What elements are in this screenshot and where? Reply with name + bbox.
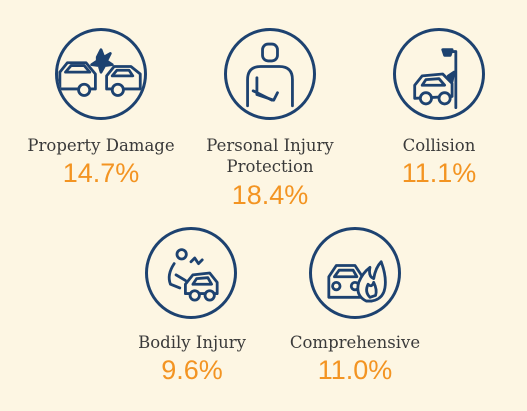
value-property-damage: 14.7% [62,158,140,188]
car-pole-collision-icon [393,28,485,120]
injured-person-icon [224,28,316,120]
item-collision: Collision 11.1% [364,0,514,200]
item-personal-injury-protection: Personal Injury Protection 18.4% [190,0,350,220]
value-bodily-injury: 9.6% [161,355,223,385]
item-property-damage: Property Damage 14.7% [20,0,182,200]
value-comprehensive: 11.0% [317,355,393,385]
label-bodily-injury: Bodily Injury [138,333,246,352]
label-property-damage: Property Damage [27,136,175,155]
label-comprehensive: Comprehensive [289,333,421,352]
value-collision: 11.1% [401,158,477,188]
item-comprehensive: Comprehensive 11.0% [280,200,430,400]
value-personal-injury-protection: 18.4% [231,180,309,210]
injured-driver-icon [145,227,237,319]
car-fire-icon [309,227,401,319]
label-collision: Collision [402,136,476,155]
car-crash-icon [55,28,147,120]
label-personal-injury-protection: Personal Injury Protection [206,136,334,176]
item-bodily-injury: Bodily Injury 9.6% [112,200,272,400]
